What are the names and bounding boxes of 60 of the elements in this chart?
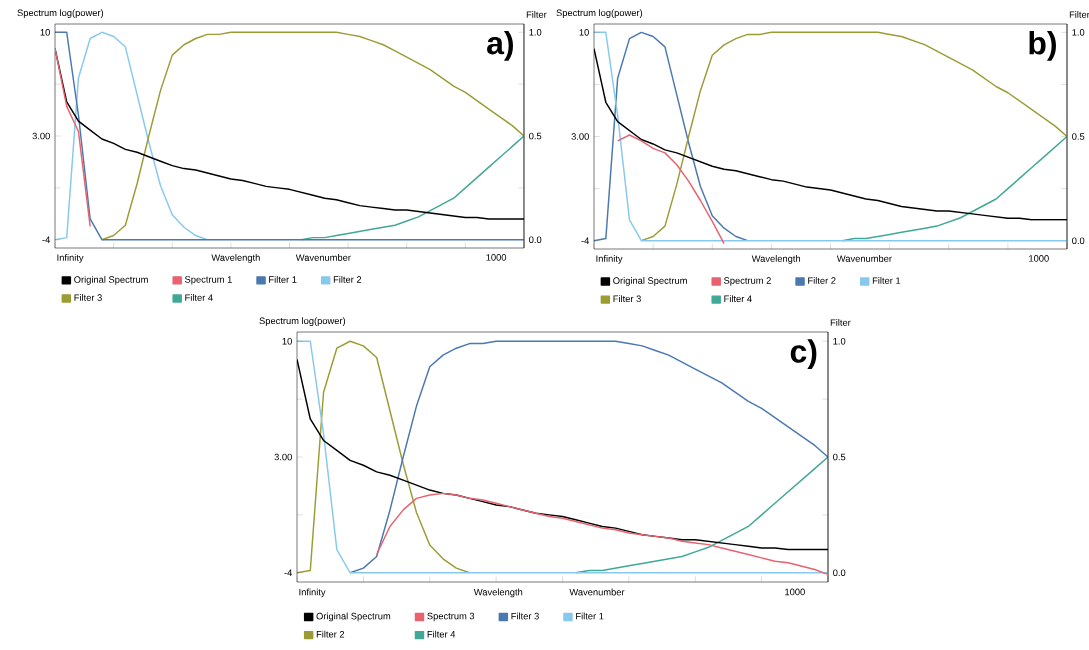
legend-label: Spectrum 3 xyxy=(427,612,475,622)
legend-label: Filter 4 xyxy=(724,295,752,303)
y2-tick-label: 1.0 xyxy=(529,29,542,36)
line-series xyxy=(594,31,749,242)
y-tick-label: 3.00 xyxy=(32,132,50,140)
y2-tick-label: 1.0 xyxy=(833,337,846,345)
y2-tick-label: 0.0 xyxy=(833,569,846,577)
text: Wavelength xyxy=(751,255,801,264)
text: Infinity xyxy=(57,254,84,263)
y2-tick-label: 0.0 xyxy=(1072,237,1085,244)
text: Wavenumber xyxy=(569,588,625,596)
text: Infinity xyxy=(596,255,623,264)
legend-label: Filter 2 xyxy=(316,630,345,638)
legend-label: Filter 1 xyxy=(576,612,604,620)
legend-label: Original Spectrum xyxy=(74,276,148,285)
y2-tick-label: 0.0 xyxy=(529,236,542,244)
text: 1000 xyxy=(785,588,805,596)
y-tick-label: -4 xyxy=(284,569,293,576)
y-axis-title: Spectrum log(power) xyxy=(259,317,346,326)
y2-tick-label: 0.5 xyxy=(529,132,542,140)
y-tick-label: 10 xyxy=(282,337,292,345)
annotation: b) xyxy=(1029,30,1056,61)
line-series xyxy=(616,134,725,245)
y-tick-label: 3.00 xyxy=(274,453,292,461)
legend-label: Filter 3 xyxy=(74,294,102,301)
y2-axis-title: Filter xyxy=(830,319,851,326)
text: Infinity xyxy=(299,588,326,598)
legend-label: Filter 3 xyxy=(511,612,539,620)
legend-label: Original Spectrum xyxy=(613,277,687,286)
y-axis-title: Spectrum log(power) xyxy=(17,9,104,18)
annotation: c) xyxy=(790,339,817,370)
legend-label: Filter 3 xyxy=(613,295,641,303)
y2-tick-label: 0.5 xyxy=(1072,133,1085,140)
y-tick-label: 10 xyxy=(579,29,589,36)
legend-label: Original Spectrum xyxy=(316,612,391,622)
y2-tick-label: 0.5 xyxy=(833,453,846,461)
y2-axis-title: Filter xyxy=(526,11,547,18)
legend-label: Filter 1 xyxy=(269,276,297,283)
legend-label: Filter 2 xyxy=(808,277,836,284)
legend-label: Spectrum 2 xyxy=(724,277,771,286)
text: 1000 xyxy=(486,254,507,261)
legend-label: Filter 1 xyxy=(872,277,901,284)
text: 1000 xyxy=(1029,255,1049,262)
text: Wavenumber xyxy=(836,255,892,262)
text: Wavelength xyxy=(473,588,523,598)
text: Wavelength xyxy=(211,254,260,263)
text: Wavenumber xyxy=(295,254,351,261)
y2-tick-label: 1.0 xyxy=(1072,29,1085,36)
y-tick-label: 10 xyxy=(40,29,50,36)
y-axis-title: Spectrum log(power) xyxy=(556,9,643,18)
legend-label: Filter 2 xyxy=(333,276,362,283)
legend-label: Filter 4 xyxy=(427,630,456,638)
y-tick-label: 3.00 xyxy=(571,133,589,140)
line-series xyxy=(55,47,91,228)
y-tick-label: -4 xyxy=(581,237,590,244)
legend-label: Filter 4 xyxy=(185,294,213,301)
y2-axis-title: Filter xyxy=(1069,11,1089,18)
annotation: a) xyxy=(487,30,513,61)
y-tick-label: -4 xyxy=(42,236,51,243)
legend-label: Spectrum 1 xyxy=(184,276,232,285)
